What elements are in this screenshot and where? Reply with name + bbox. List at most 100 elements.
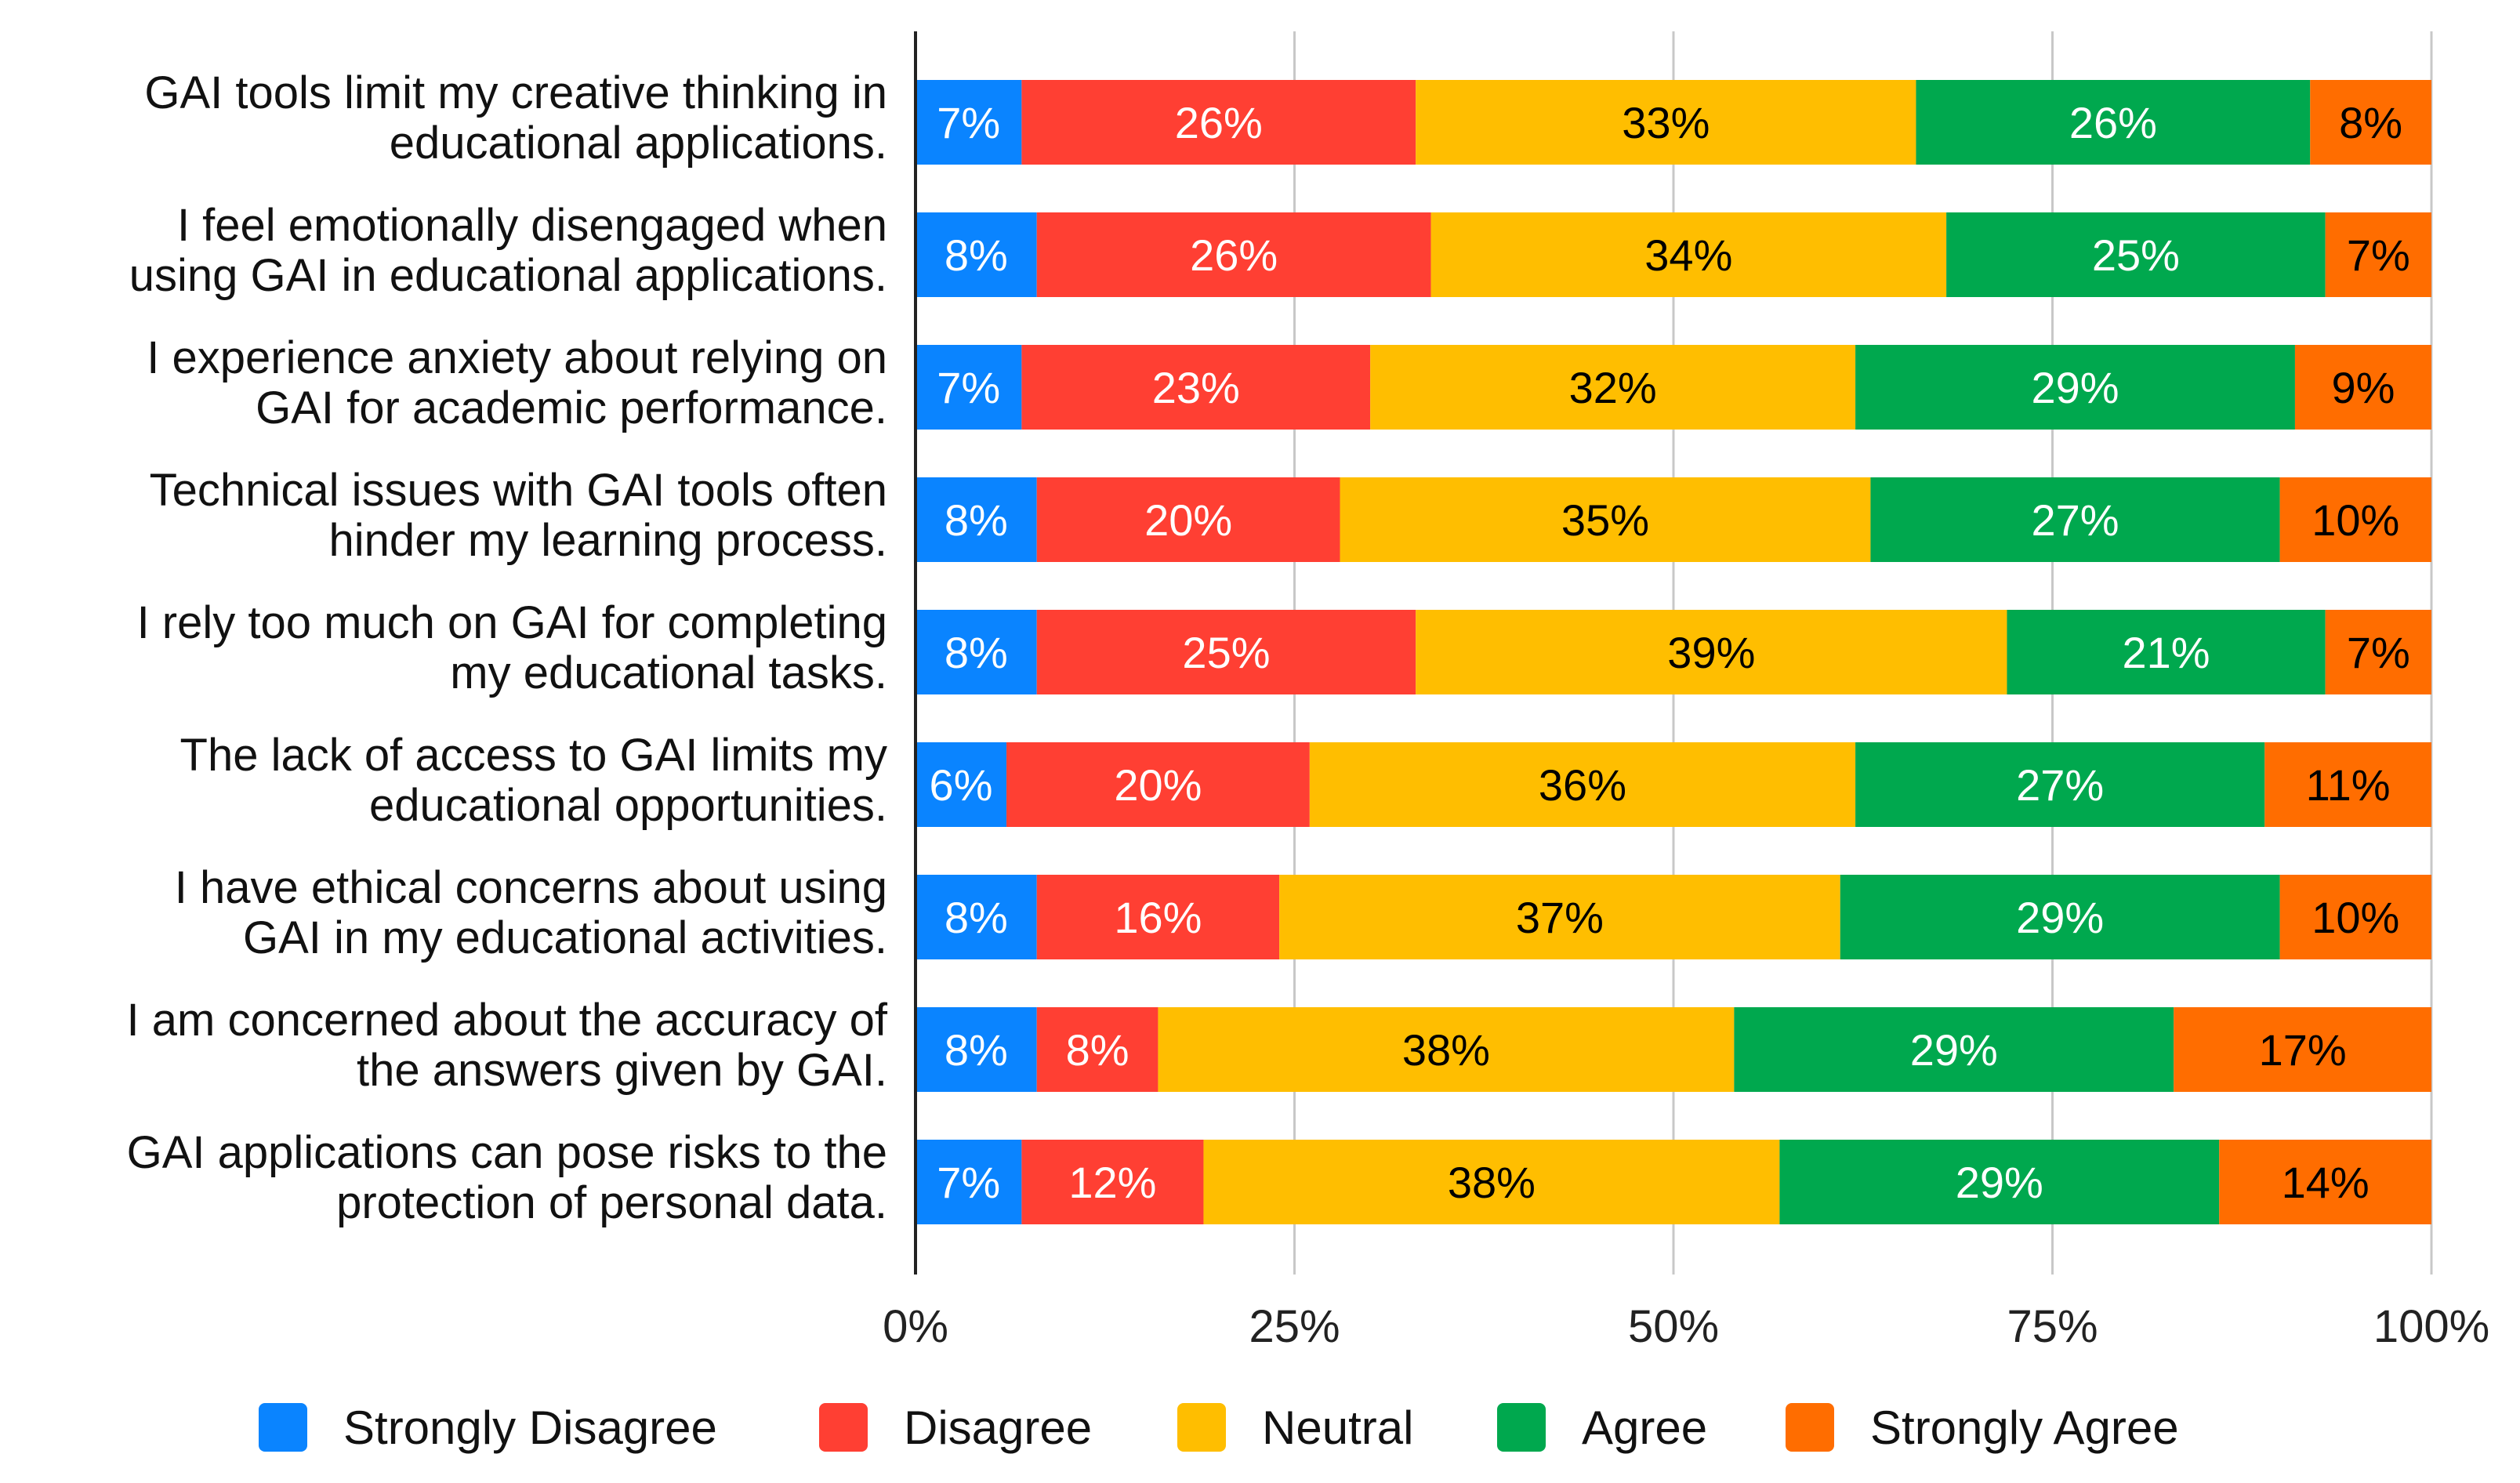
bar-segment — [1870, 477, 2280, 562]
bar-segment — [1006, 742, 1310, 827]
bar-segment — [1036, 875, 1280, 959]
category-label: educational applications. — [390, 118, 887, 169]
data-label: 33% — [1622, 98, 1710, 147]
bar-segment — [1021, 80, 1416, 165]
bar-segment — [1203, 1140, 1780, 1224]
category-labels: GAI tools limit my creative thinking ine… — [127, 67, 888, 1228]
bar-segment — [1036, 212, 1431, 297]
data-label: 34% — [1644, 230, 1732, 280]
x-tick-label: 50% — [1628, 1301, 1719, 1352]
bar-segment — [916, 477, 1037, 562]
category-label: GAI for academic performance. — [256, 383, 887, 433]
bar-segment — [1340, 477, 1871, 562]
bar-segment — [1840, 875, 2280, 959]
category-label: educational opportunities. — [369, 780, 887, 831]
data-label: 29% — [2016, 893, 2104, 942]
data-label: 9% — [2332, 363, 2395, 412]
data-label: 38% — [1402, 1025, 1490, 1075]
bar-segment — [1309, 742, 1856, 827]
legend: Strongly Disagree Disagree Neutral Agree Str… — [259, 1401, 2179, 1454]
x-tick-label: 0% — [883, 1301, 948, 1352]
category-label: protection of personal data. — [336, 1177, 887, 1228]
data-label: 10% — [2312, 495, 2399, 545]
data-label: 36% — [1539, 760, 1626, 810]
bar-segment — [2325, 610, 2431, 694]
bar-segment — [1430, 212, 1947, 297]
legend-swatch — [819, 1403, 868, 1452]
data-label: 38% — [1448, 1158, 1536, 1207]
data-label: 20% — [1114, 760, 1202, 810]
bar-segment — [1021, 345, 1371, 430]
data-label: 23% — [1152, 363, 1240, 412]
data-label: 27% — [2031, 495, 2119, 545]
data-label: 10% — [2312, 893, 2399, 942]
bar-segment — [2174, 1007, 2431, 1092]
bar-segment — [1021, 1140, 1204, 1224]
data-label: 8% — [945, 628, 1008, 677]
x-tick-label: 100% — [2373, 1301, 2489, 1352]
bar-segment — [1734, 1007, 2174, 1092]
data-label: 12% — [1068, 1158, 1156, 1207]
data-label: 8% — [945, 893, 1008, 942]
category-label: GAI applications can pose risks to the — [127, 1127, 887, 1178]
data-label: 29% — [1956, 1158, 2043, 1207]
bar-segment — [1036, 477, 1340, 562]
legend-label: Neutral — [1262, 1401, 1413, 1454]
legend-swatch — [259, 1403, 307, 1452]
data-label: 29% — [1910, 1025, 1998, 1075]
data-label: 29% — [2031, 363, 2119, 412]
bar-segment — [1946, 212, 2326, 297]
data-label: 26% — [2069, 98, 2157, 147]
bar-segment — [1370, 345, 1856, 430]
legend-label: Agree — [1582, 1401, 1707, 1454]
data-label: 8% — [945, 1025, 1008, 1075]
data-label: 8% — [2339, 98, 2402, 147]
bar-segment — [1036, 610, 1416, 694]
bar-segment — [1779, 1140, 2220, 1224]
data-label: 8% — [945, 230, 1008, 280]
bar-segment — [916, 1007, 1037, 1092]
bar-segment — [916, 742, 1007, 827]
legend-label: Disagree — [904, 1401, 1092, 1454]
legend-swatch — [1177, 1403, 1226, 1452]
category-label: using GAI in educational applications. — [129, 250, 887, 301]
data-label: 35% — [1561, 495, 1649, 545]
category-label: Technical issues with GAI tools often — [150, 465, 887, 516]
bar-segment — [1855, 742, 2265, 827]
bar-segment — [2294, 345, 2431, 430]
data-label: 8% — [945, 495, 1008, 545]
data-label: 7% — [2347, 628, 2410, 677]
category-label: I feel emotionally disengaged when — [177, 200, 887, 251]
data-label: 25% — [2092, 230, 2180, 280]
bar-segment — [2219, 1140, 2431, 1224]
x-tick-label: 25% — [1249, 1301, 1340, 1352]
category-label: The lack of access to GAI limits my — [180, 730, 887, 781]
data-label: 37% — [1516, 893, 1604, 942]
data-label: 8% — [1066, 1025, 1129, 1075]
bar-segment — [916, 610, 1037, 694]
bar-segment — [1279, 875, 1840, 959]
category-label: I rely too much on GAI for completing — [137, 597, 887, 648]
data-label: 25% — [1182, 628, 1270, 677]
bar-segment — [2264, 742, 2431, 827]
legend-swatch — [1497, 1403, 1546, 1452]
bar-segment — [2007, 610, 2326, 694]
category-label: GAI in my educational activities. — [243, 912, 887, 963]
data-label: 7% — [937, 98, 1000, 147]
data-label: 14% — [2282, 1158, 2370, 1207]
bar-segment — [916, 80, 1022, 165]
data-label: 7% — [937, 1158, 1000, 1207]
data-label: 21% — [2123, 628, 2210, 677]
data-label: 16% — [1114, 893, 1202, 942]
data-label: 27% — [2016, 760, 2104, 810]
data-label: 39% — [1667, 628, 1755, 677]
legend-label: Strongly Disagree — [343, 1401, 717, 1454]
data-label: 26% — [1175, 98, 1263, 147]
data-label: 6% — [930, 760, 993, 810]
data-label: 7% — [2347, 230, 2410, 280]
category-label: hinder my learning process. — [329, 515, 887, 566]
bar-segment — [1036, 1007, 1158, 1092]
data-label: 32% — [1569, 363, 1657, 412]
bar-segment — [916, 1140, 1022, 1224]
